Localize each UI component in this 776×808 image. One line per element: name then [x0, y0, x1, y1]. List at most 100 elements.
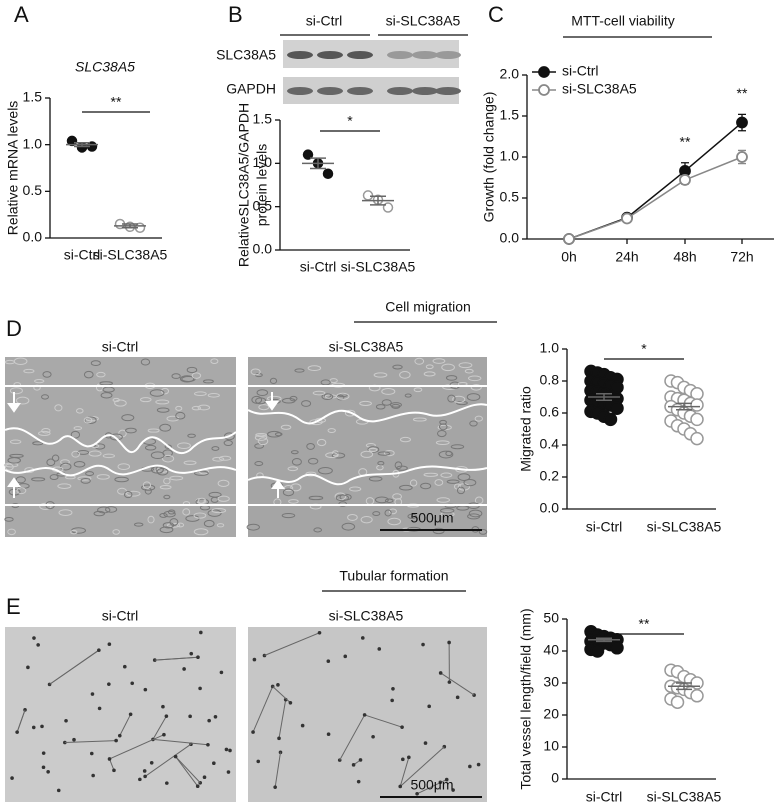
arrows [7, 392, 285, 498]
cell [7, 528, 16, 536]
cell [9, 453, 24, 458]
point [322, 168, 334, 179]
cell [290, 450, 299, 455]
cell [175, 411, 186, 420]
node [40, 724, 44, 729]
sem-bar [370, 195, 386, 206]
sig-label: ** [111, 94, 122, 110]
y-tick-label: 0.5 [500, 189, 520, 205]
image-label: si-SLC38A5 [329, 339, 404, 355]
cell [255, 433, 267, 438]
y-tick-label: 0.0 [540, 500, 560, 516]
panel-letter: E [6, 594, 21, 619]
cell [163, 510, 176, 518]
cell [372, 511, 381, 517]
node [358, 758, 363, 762]
cell [269, 377, 278, 385]
cell [377, 460, 385, 466]
cell [49, 474, 59, 480]
node [213, 714, 218, 719]
cell [388, 508, 397, 515]
y-axis-label: protein levels [254, 144, 270, 227]
cell [392, 364, 403, 370]
cell [182, 508, 191, 516]
cell [290, 483, 302, 492]
cell [46, 458, 56, 467]
node [32, 636, 36, 640]
cell [432, 358, 446, 364]
blot-row: GAPDH [226, 81, 276, 97]
cell [83, 370, 94, 379]
node [447, 640, 451, 645]
y-tick-label: 0.8 [540, 372, 560, 388]
node [226, 770, 231, 774]
cell [458, 362, 473, 369]
sem-bar [74, 142, 90, 148]
cell [281, 512, 296, 519]
cell [147, 428, 160, 433]
cell [41, 394, 49, 400]
x-tick-label: si-Ctrl [586, 519, 623, 535]
node [143, 774, 147, 779]
cell [441, 363, 455, 372]
sig-label: ** [680, 133, 691, 149]
cell [217, 495, 230, 502]
cell [83, 416, 93, 424]
x-tick-label: si-SLC38A5 [93, 247, 168, 263]
band [412, 87, 438, 95]
node [36, 643, 40, 647]
cell [399, 484, 413, 491]
cell [425, 364, 434, 370]
point [690, 398, 704, 412]
cell [478, 529, 488, 535]
band [387, 87, 413, 95]
node [130, 681, 135, 686]
node [207, 718, 211, 723]
cell [341, 522, 356, 531]
tube [272, 686, 291, 704]
node [444, 777, 449, 782]
cell [73, 460, 86, 468]
y-tick-label: 40 [543, 642, 559, 658]
cell [9, 387, 23, 395]
node [188, 714, 192, 719]
cell [381, 387, 396, 395]
node [224, 747, 229, 752]
cell [191, 372, 202, 379]
point [736, 116, 748, 129]
cell [84, 416, 97, 425]
point [736, 151, 748, 163]
tube [399, 746, 445, 787]
node [91, 773, 95, 778]
cell [392, 493, 402, 500]
cell [90, 360, 101, 366]
band [347, 87, 373, 95]
y-tick-label: 0 [551, 770, 559, 786]
cell [177, 442, 191, 450]
cell [289, 395, 298, 402]
cell [193, 512, 207, 519]
cell [327, 428, 336, 433]
cell [105, 506, 118, 513]
cell [163, 477, 171, 485]
cell [250, 368, 261, 376]
cell [164, 444, 172, 449]
cell [288, 499, 299, 504]
cell [223, 432, 235, 441]
y-axis-label: Relative mRNA levels [5, 101, 21, 236]
cell [254, 461, 264, 467]
cell [374, 496, 389, 504]
cell [39, 502, 52, 511]
cell [435, 440, 450, 445]
y-tick-label: 1.5 [23, 89, 43, 105]
cell [420, 482, 432, 490]
node [407, 755, 411, 760]
x-tick-label: 72h [730, 249, 753, 265]
cell [193, 391, 207, 397]
cell [166, 522, 181, 528]
node [256, 759, 261, 764]
cell [37, 430, 51, 436]
cell [4, 516, 14, 522]
node [362, 713, 367, 717]
